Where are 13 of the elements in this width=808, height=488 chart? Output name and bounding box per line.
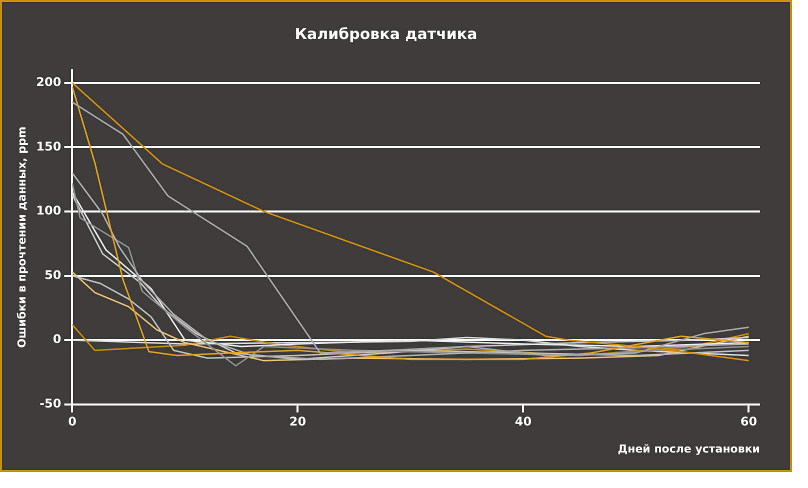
- y-tick-label: 0: [52, 332, 62, 346]
- y-tick-label: -50: [40, 396, 62, 411]
- x-axis-title: Дней после установки: [618, 442, 760, 456]
- y-axis-title: Ошибки в прочтении данных, ppm: [15, 126, 28, 348]
- y-tick-label: 200: [36, 74, 62, 89]
- chart-title: Калибровка датчика: [294, 24, 478, 43]
- y-tick-label: 100: [36, 204, 62, 218]
- y-tick-label: 150: [36, 139, 62, 154]
- x-tick-label: 60: [740, 414, 758, 429]
- x-tick-label: 40: [514, 414, 532, 429]
- x-tick-label: 20: [289, 414, 306, 429]
- x-tick-label: 0: [68, 414, 76, 429]
- y-tick-label: 50: [44, 268, 62, 282]
